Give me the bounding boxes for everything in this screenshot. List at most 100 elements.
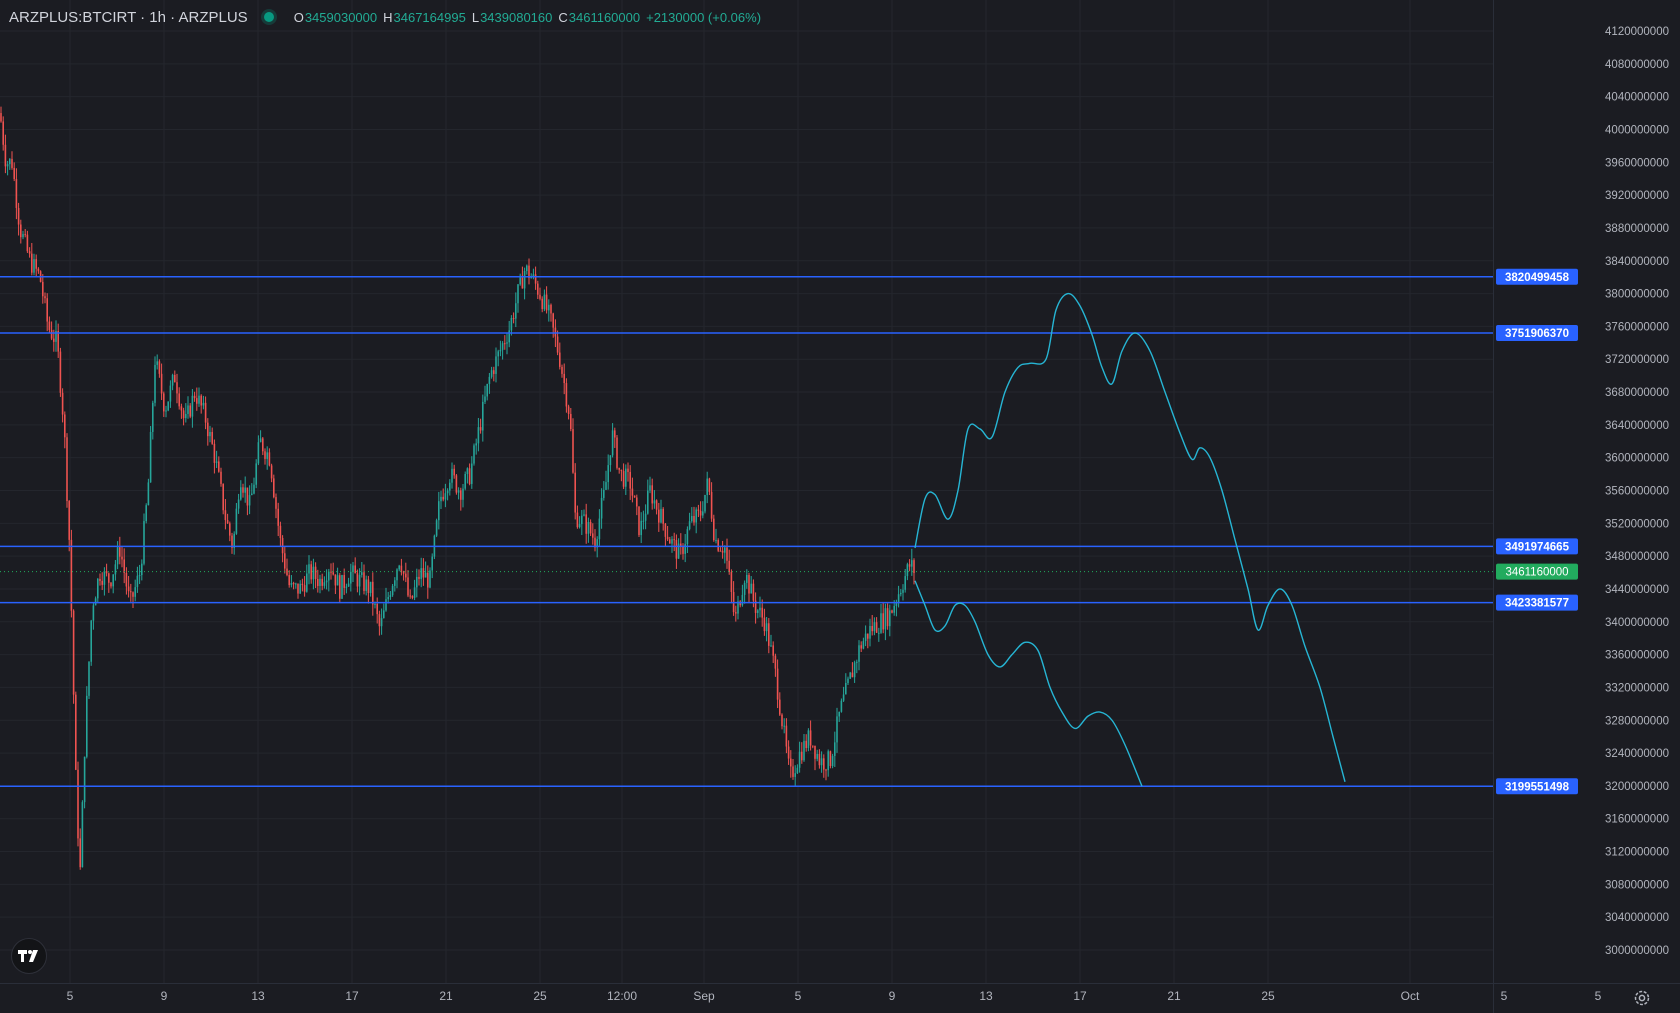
candle-body [554,327,557,337]
change-value: +2130000 (+0.06%) [646,9,762,25]
candle-body [724,547,726,553]
candle-body [600,497,603,519]
candle-body [66,437,68,502]
candle-body [345,586,348,588]
candle-body [486,383,488,397]
candle-body [147,482,150,506]
level-price-tag [1496,325,1578,342]
candle-body [838,711,840,717]
candle-body [229,523,231,536]
candle-body [574,472,576,513]
candle-body [400,565,403,572]
y-tick-label: 3920000000 [1605,190,1669,202]
candle-body [730,571,733,593]
candle-body [154,364,156,403]
y-tick-label: 3680000000 [1605,387,1669,399]
candle-body [875,622,878,633]
y-tick-label: 3800000000 [1605,289,1669,301]
candle-body [356,573,359,587]
candle-body [20,224,22,238]
candle-body [629,471,631,489]
candle-body [495,356,497,374]
candle-body [336,575,339,586]
candle-body [213,443,216,463]
candle-body [435,520,438,536]
candle-body [677,543,680,559]
candle-body [721,550,724,553]
candle-body [853,662,856,678]
y-tick-label: 3240000000 [1605,748,1669,760]
candle-body [446,490,449,494]
candle-body [743,582,746,595]
y-tick-label: 3520000000 [1605,518,1669,530]
candle-body [422,568,425,578]
open-value: 3459030000 [304,9,378,25]
candle-body [418,576,420,579]
candle-body [116,547,119,565]
candle-body [638,506,640,536]
candle-body [642,520,645,522]
candle-body [372,581,374,605]
candle-body [259,438,262,443]
candle-body [631,488,634,496]
candle-body [704,494,706,512]
candle-body [235,508,238,534]
candle-body [130,591,132,593]
candle-body [442,496,444,500]
y-tick-label: 3160000000 [1605,814,1669,826]
candle-body [354,565,356,574]
projection-curve [914,580,1143,787]
candle-body [801,751,803,761]
y-tick-label: 4000000000 [1605,124,1669,136]
candle-body [708,478,711,492]
symbol-title[interactable]: ARZPLUS:BTCIRT · 1h · ARZPLUS [9,8,248,26]
candle-body [660,508,662,523]
x-tick-label: 5 [1501,989,1508,1003]
candle-body [869,626,871,639]
y-tick-label: 3120000000 [1605,847,1669,859]
candle-body [193,395,196,399]
candle-body [31,253,33,273]
x-tick-label: 5 [67,989,74,1003]
candle-body [218,461,220,472]
candle-body [77,769,79,839]
candle-body [765,623,768,632]
candle-body [391,585,394,596]
y-tick-label: 3280000000 [1605,715,1669,727]
candle-body [277,508,279,526]
candle-body [713,518,715,541]
candle-body [614,430,616,438]
y-tick-label: 3640000000 [1605,420,1669,432]
candle-body [578,524,581,528]
candle-body [394,580,396,586]
candle-body [50,329,53,339]
gear-icon[interactable] [1632,988,1652,1008]
candle-body [699,510,702,516]
candle-body [647,490,649,514]
candle-body [22,234,24,238]
y-tick-label: 4080000000 [1605,59,1669,71]
candle-body [59,351,62,393]
tradingview-logo-icon[interactable] [11,938,47,974]
candle-body [284,553,286,569]
candle-body [409,595,411,597]
y-tick-label: 3960000000 [1605,157,1669,169]
candle-body [385,599,387,611]
candle-body [484,396,486,402]
candle-body [572,429,574,473]
candle-body [222,483,224,511]
candle-body [196,398,198,404]
level-price-label: 3199551498 [1505,781,1570,793]
candle-body [121,556,123,560]
candle-body [110,582,112,587]
candle-body [92,605,95,621]
candle-body [64,414,66,438]
candle-body [143,521,145,564]
candle-body [691,516,693,522]
candle-body [185,413,187,419]
candle-body [895,602,898,606]
candle-body [537,283,539,295]
candle-body [416,576,418,588]
candle-body [26,234,29,252]
